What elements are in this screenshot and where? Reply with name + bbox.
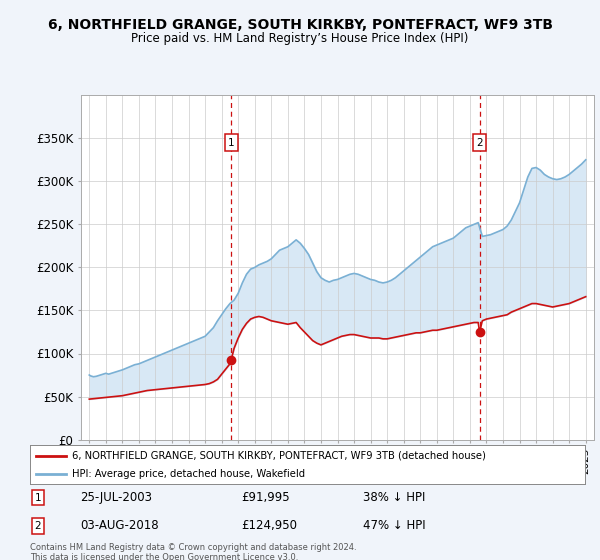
Text: 2: 2 (34, 521, 41, 531)
Text: 25-JUL-2003: 25-JUL-2003 (80, 491, 152, 504)
Text: £124,950: £124,950 (241, 519, 297, 533)
Text: 03-AUG-2018: 03-AUG-2018 (80, 519, 158, 533)
Text: Price paid vs. HM Land Registry’s House Price Index (HPI): Price paid vs. HM Land Registry’s House … (131, 32, 469, 45)
Text: Contains HM Land Registry data © Crown copyright and database right 2024.: Contains HM Land Registry data © Crown c… (30, 543, 356, 552)
Text: This data is licensed under the Open Government Licence v3.0.: This data is licensed under the Open Gov… (30, 553, 298, 560)
Text: 1: 1 (228, 138, 235, 147)
Text: 1: 1 (34, 492, 41, 502)
Text: 6, NORTHFIELD GRANGE, SOUTH KIRKBY, PONTEFRACT, WF9 3TB: 6, NORTHFIELD GRANGE, SOUTH KIRKBY, PONT… (47, 18, 553, 32)
Text: 2: 2 (476, 138, 483, 147)
Text: 38% ↓ HPI: 38% ↓ HPI (363, 491, 425, 504)
Text: 47% ↓ HPI: 47% ↓ HPI (363, 519, 425, 533)
Text: £91,995: £91,995 (241, 491, 290, 504)
Text: HPI: Average price, detached house, Wakefield: HPI: Average price, detached house, Wake… (71, 469, 305, 479)
Text: 6, NORTHFIELD GRANGE, SOUTH KIRKBY, PONTEFRACT, WF9 3TB (detached house): 6, NORTHFIELD GRANGE, SOUTH KIRKBY, PONT… (71, 451, 485, 461)
